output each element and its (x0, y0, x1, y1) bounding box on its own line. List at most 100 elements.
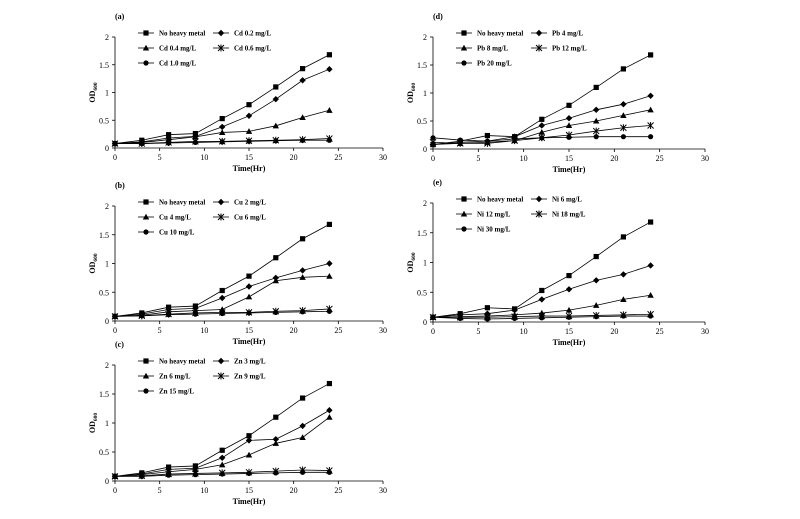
x-tick-label: 5 (158, 153, 162, 162)
data-point (484, 316, 490, 322)
data-point (647, 292, 654, 298)
y-axis-label-main: OD (88, 261, 97, 273)
x-tick-label: 5 (476, 327, 480, 336)
data-point (620, 313, 627, 319)
data-point (139, 313, 145, 319)
legend-marker (461, 30, 467, 36)
legend-marker (217, 29, 225, 37)
legend-marker (460, 210, 468, 217)
data-point (219, 461, 226, 468)
panel-label: (c) (115, 340, 124, 349)
y-tick-label: 0.5 (417, 117, 427, 126)
series-5 (112, 469, 332, 479)
data-point (647, 262, 654, 269)
data-point (272, 440, 279, 446)
x-tick-label: 20 (610, 327, 618, 336)
y-tick-label: 1.5 (99, 231, 109, 240)
legend-marker (535, 44, 543, 52)
y-tick-label: 2 (105, 202, 109, 211)
data-point (192, 472, 198, 478)
series-5 (430, 134, 654, 144)
x-tick-label: 30 (379, 153, 387, 162)
data-point (112, 313, 118, 319)
legend-label: Cu 6 mg/L (234, 214, 266, 222)
data-point (166, 312, 172, 318)
data-point (457, 315, 463, 322)
x-tick-label: 10 (520, 327, 528, 336)
data-point (272, 277, 279, 284)
data-point (593, 277, 600, 284)
data-point (565, 306, 573, 313)
data-point (539, 135, 545, 141)
x-tick-label: 25 (334, 486, 342, 495)
panel-label: (b) (115, 181, 125, 190)
panel-d: (d) 0 5 10 15 20 25 30 0 0.5 1 1.5 2 Time(Hr) OD600 No … (406, 12, 709, 174)
x-axis-label: Time(Hr) (233, 497, 266, 506)
legend-marker (143, 358, 149, 364)
y-tick-label: 0 (423, 145, 427, 154)
data-point (593, 84, 599, 90)
data-point (299, 434, 306, 441)
data-point (326, 137, 332, 143)
data-point (300, 395, 306, 401)
legend-label: Pb 8 mg/L (477, 45, 508, 53)
x-tick-label: 0 (113, 486, 117, 495)
legend-label: Pb 4 mg/L (552, 30, 583, 38)
legend-marker (142, 44, 150, 51)
y-axis-label-main: OD (406, 91, 415, 103)
y-tick-label: 2 (423, 33, 427, 42)
legend-marker (535, 195, 543, 203)
y-axis-label-sub: 600 (93, 253, 99, 262)
series-line (432, 221, 651, 318)
legend-marker (217, 44, 225, 52)
data-point (539, 287, 545, 294)
data-point (593, 134, 599, 140)
data-point (326, 221, 332, 227)
panel-c: (c) 0 5 10 15 20 25 30 0 0.5 1 1.5 2 Time(Hr) OD600 No … (88, 340, 387, 506)
data-point (272, 95, 279, 103)
legend-marker (461, 196, 467, 202)
data-point (192, 133, 199, 140)
data-point (246, 310, 252, 316)
series-5 (112, 308, 332, 319)
data-point (593, 302, 600, 308)
data-point (245, 451, 253, 458)
x-tick-label: 5 (158, 326, 162, 335)
data-point (593, 117, 600, 124)
data-point (326, 469, 332, 475)
series-3 (111, 414, 333, 479)
legend-label: Cd 0.6 mg/L (234, 45, 271, 53)
data-point (511, 136, 518, 142)
data-point (326, 65, 333, 73)
y-axis-label-main: OD (88, 421, 97, 433)
x-tick-label: 20 (290, 326, 298, 335)
x-tick-label: 10 (200, 153, 208, 162)
data-point (245, 283, 253, 290)
x-tick-label: 15 (245, 153, 253, 162)
y-tick-label: 0.5 (99, 288, 109, 297)
legend-label: Ni 12 mg/L (477, 211, 511, 219)
x-tick-label: 10 (520, 154, 528, 163)
data-point (192, 139, 198, 146)
data-point (219, 287, 225, 294)
y-axis-label-main: OD (88, 90, 97, 102)
data-point (430, 314, 436, 320)
data-point (219, 123, 226, 131)
data-point (620, 234, 626, 240)
data-point (245, 112, 253, 120)
legend-label: Cd 1.0 mg/L (159, 60, 196, 68)
legend-label: No heavy metal (159, 30, 205, 38)
data-point (648, 52, 654, 58)
y-axis-label: OD600 (406, 252, 417, 273)
y-tick-label: 1 (423, 89, 427, 98)
data-point (647, 121, 654, 129)
legend-marker (217, 372, 225, 380)
x-tick-label: 20 (290, 486, 298, 495)
y-tick-label: 1 (105, 89, 109, 98)
data-point (647, 106, 654, 113)
series-2 (111, 407, 333, 480)
y-tick-label: 1 (423, 259, 427, 268)
data-point (648, 219, 654, 225)
legend-marker (460, 44, 468, 51)
